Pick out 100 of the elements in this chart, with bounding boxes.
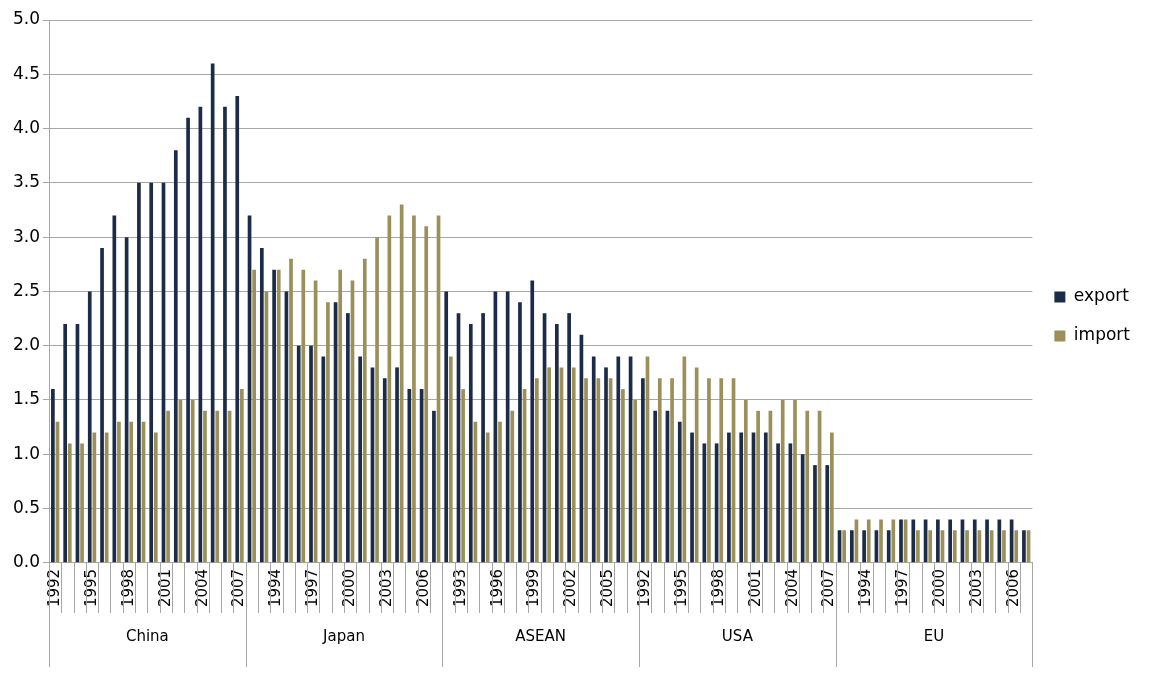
bar — [510, 410, 515, 563]
text: Japan — [322, 626, 365, 645]
bar — [780, 399, 785, 563]
bar — [112, 215, 117, 563]
bar — [153, 432, 158, 563]
bar — [444, 291, 449, 563]
bar — [985, 519, 989, 563]
bar — [51, 389, 55, 563]
bar — [633, 399, 638, 563]
bar — [535, 378, 539, 563]
bar — [530, 280, 535, 563]
bar — [763, 432, 768, 563]
y-tick-label: 2.0 — [12, 334, 41, 355]
bar — [604, 367, 608, 563]
text: China — [125, 626, 169, 645]
bar — [727, 432, 731, 563]
bar — [215, 410, 220, 563]
bar — [936, 519, 940, 563]
bar — [67, 443, 72, 563]
bar — [719, 378, 724, 563]
bar — [657, 378, 662, 563]
bar — [424, 226, 429, 563]
bar — [690, 432, 694, 563]
bar — [849, 530, 854, 563]
bar — [584, 378, 588, 563]
bar — [1002, 530, 1006, 563]
bar — [842, 530, 846, 563]
bar — [756, 410, 760, 563]
y-tick-label: 4.5 — [12, 62, 41, 83]
bar — [382, 378, 387, 563]
y-tick-label: 0.0 — [12, 551, 41, 572]
bar — [149, 182, 154, 563]
bar — [203, 410, 207, 563]
bar — [117, 421, 121, 563]
bar — [1022, 530, 1026, 563]
text: USA — [721, 626, 754, 645]
bar — [886, 530, 891, 563]
bar — [432, 410, 436, 563]
bar — [899, 519, 903, 563]
bar — [928, 530, 933, 563]
bar — [505, 291, 510, 563]
bar — [707, 378, 711, 563]
bar — [825, 465, 830, 563]
bar — [948, 519, 953, 563]
bar — [338, 269, 343, 563]
bar — [997, 519, 1002, 563]
bar — [547, 367, 551, 563]
legend-label: import — [1073, 324, 1131, 345]
bar — [289, 258, 293, 563]
bar — [641, 378, 645, 563]
bar — [407, 389, 412, 563]
bar — [653, 410, 658, 563]
bar — [468, 323, 473, 563]
bar — [223, 106, 227, 563]
bar — [621, 389, 625, 563]
bar — [481, 313, 485, 563]
y-tick-label: 2.5 — [12, 279, 41, 300]
bar — [739, 432, 744, 563]
bar — [965, 530, 969, 563]
bar — [173, 150, 178, 563]
bar — [591, 356, 596, 563]
bar — [891, 519, 896, 563]
bar — [186, 117, 190, 563]
bar — [137, 182, 141, 563]
bar — [972, 519, 977, 563]
y-tick-label: 1.0 — [12, 442, 41, 463]
bar — [296, 345, 301, 563]
bar — [911, 519, 916, 563]
bar — [80, 443, 84, 563]
y-tick-label: 1.5 — [12, 388, 41, 409]
bar — [448, 356, 453, 563]
bar — [571, 367, 576, 563]
y-tick-label: 3.5 — [12, 171, 41, 192]
text: ASEAN — [515, 626, 567, 645]
bar — [87, 291, 92, 563]
bar — [498, 421, 502, 563]
bar — [240, 389, 244, 563]
bar — [866, 519, 871, 563]
bar — [813, 465, 817, 563]
bar — [63, 323, 68, 563]
bar — [252, 269, 256, 563]
bar — [190, 399, 195, 563]
bar — [235, 96, 240, 563]
y-tick-label: 5.0 — [12, 8, 41, 29]
bar — [210, 63, 215, 563]
bar — [362, 258, 367, 563]
bar — [412, 215, 416, 563]
bar — [346, 313, 350, 563]
bar — [276, 269, 281, 563]
bar — [879, 519, 883, 563]
text: EU — [923, 626, 945, 645]
bar — [100, 247, 104, 563]
y-tick-label: 0.5 — [12, 496, 41, 517]
bar — [461, 389, 465, 563]
bar — [830, 432, 834, 563]
bar — [321, 356, 326, 563]
bar — [1014, 530, 1019, 563]
bar — [129, 421, 134, 563]
bar — [518, 302, 522, 563]
bar — [358, 356, 363, 563]
